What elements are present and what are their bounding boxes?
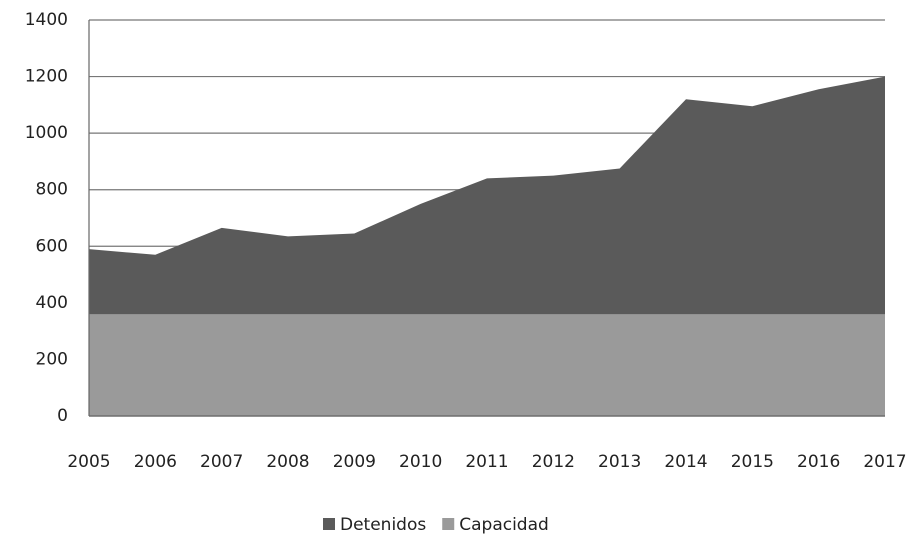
x-tick-label: 2012 — [532, 452, 575, 472]
x-tick-label: 2015 — [731, 452, 774, 472]
legend-swatch — [323, 518, 335, 530]
x-tick-label: 2013 — [598, 452, 641, 472]
x-tick-label: 2016 — [797, 452, 840, 472]
legend-label: Detenidos — [340, 515, 426, 535]
x-tick-label: 2008 — [266, 452, 309, 472]
x-tick-label: 2009 — [333, 452, 376, 472]
y-tick-label: 800 — [36, 180, 68, 200]
y-tick-label: 200 — [36, 349, 68, 369]
area — [89, 314, 885, 416]
x-tick-label: 2005 — [67, 452, 110, 472]
x-tick-label: 2010 — [399, 452, 442, 472]
y-tick-label: 0 — [57, 406, 68, 426]
x-tick-label: 2017 — [863, 452, 906, 472]
legend-label: Capacidad — [459, 515, 549, 535]
y-tick-label: 1200 — [25, 67, 68, 87]
x-tick-label: 2014 — [664, 452, 707, 472]
legend-swatch — [442, 518, 455, 530]
x-tick-label: 2007 — [200, 452, 243, 472]
y-tick-label: 600 — [36, 236, 68, 256]
y-tick-label: 1400 — [25, 10, 68, 30]
y-tick-label: 400 — [36, 293, 68, 313]
x-tick-label: 2011 — [465, 452, 508, 472]
y-tick-label: 1000 — [25, 123, 68, 143]
x-tick-label: 2006 — [134, 452, 177, 472]
